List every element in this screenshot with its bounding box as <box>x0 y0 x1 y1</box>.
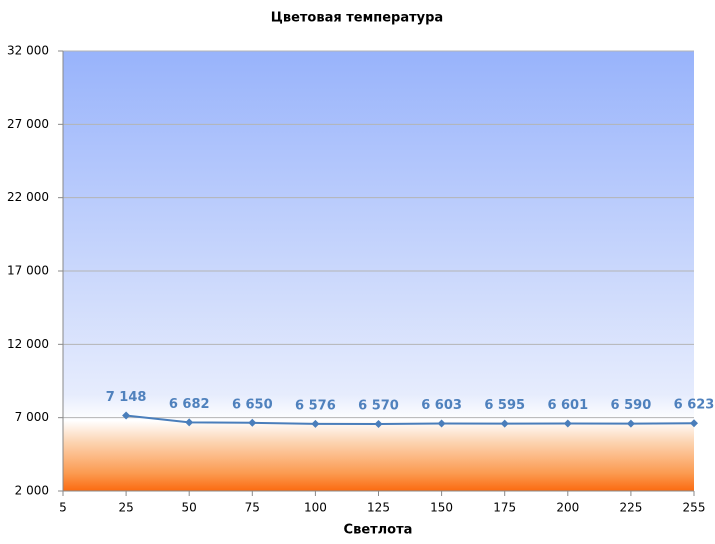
y-tick-label: 22 000 <box>7 190 49 204</box>
point <box>248 418 257 427</box>
x-tick-label: 75 <box>245 501 260 515</box>
x-tick-label: 150 <box>430 501 453 515</box>
data-label: 6 576 <box>295 398 336 413</box>
data-label: 6 650 <box>232 397 273 412</box>
point <box>374 419 383 428</box>
data-label: 6 570 <box>358 398 399 413</box>
x-tick-label: 100 <box>304 501 327 515</box>
chart-title: Цветовая температура <box>271 11 443 26</box>
x-axis-title: Светлота <box>344 523 413 538</box>
point <box>185 418 194 427</box>
point <box>563 419 572 428</box>
series-line <box>125 414 695 425</box>
point <box>626 419 635 428</box>
y-tick-label: 12 000 <box>7 337 49 351</box>
y-tick-label: 2 000 <box>15 484 49 498</box>
x-tick-label: 225 <box>619 501 642 515</box>
point <box>690 419 698 428</box>
x-tick-label: 5 <box>59 501 67 515</box>
data-label: 7 148 <box>106 390 147 405</box>
x-tick-label: 200 <box>556 501 579 515</box>
data-label: 6 603 <box>421 398 462 413</box>
data-label: 6 682 <box>169 397 210 412</box>
point <box>311 419 320 428</box>
x-tick-label: 25 <box>118 501 133 515</box>
x-tick-label: 255 <box>683 501 706 515</box>
data-label: 6 595 <box>484 398 525 413</box>
point <box>437 419 446 428</box>
x-tick-label: 125 <box>367 501 390 515</box>
point <box>122 411 131 420</box>
y-tick-label: 17 000 <box>7 264 49 278</box>
data-label: 6 623 <box>674 398 715 413</box>
y-tick-label: 27 000 <box>7 117 49 131</box>
y-tick-label: 7 000 <box>15 410 49 424</box>
data-label: 6 590 <box>611 398 652 413</box>
point <box>500 419 509 428</box>
y-tick-label: 32 000 <box>7 44 49 58</box>
data-label: 6 601 <box>547 398 588 413</box>
x-tick-label: 175 <box>493 501 516 515</box>
x-tick-label: 50 <box>182 501 197 515</box>
